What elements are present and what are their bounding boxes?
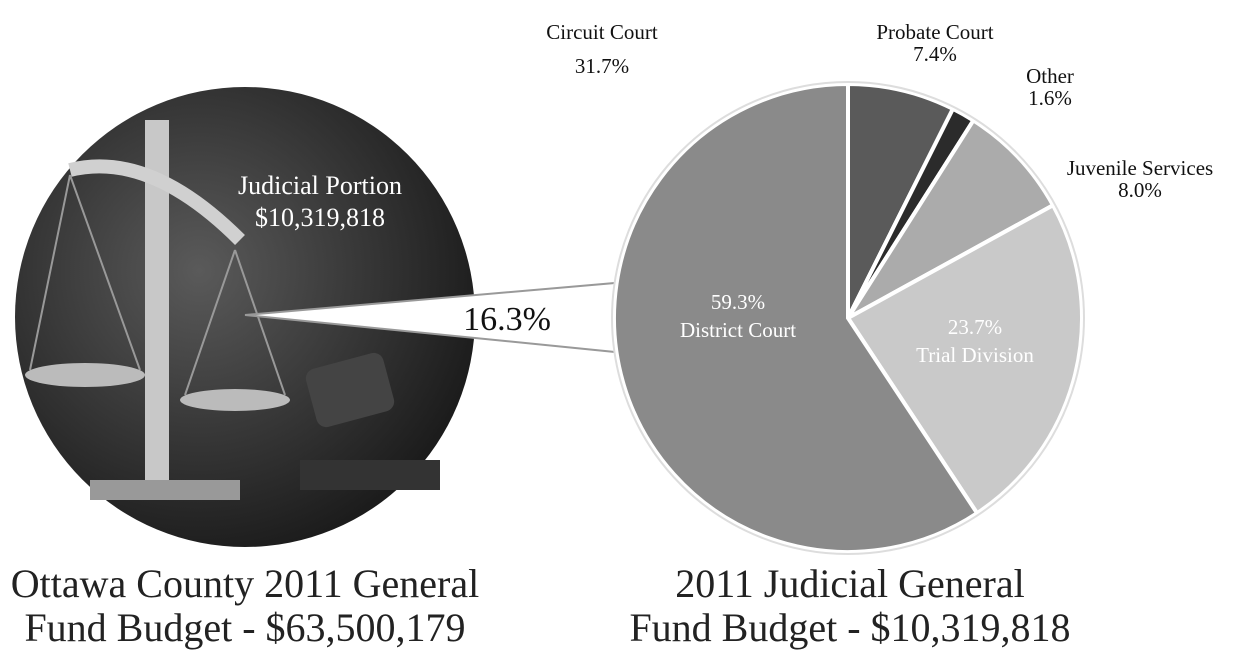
slice-label: Probate Court (876, 20, 993, 44)
slice-value: 59.3% (711, 290, 765, 314)
chart-title: 2011 Judicial General (675, 561, 1025, 606)
slice-label: Juvenile Services (1067, 156, 1213, 180)
annotation: 31.7% (575, 54, 629, 78)
chart-title: Fund Budget - $63,500,179 (24, 605, 465, 650)
pie-slice (846, 117, 1056, 320)
chart-title: Fund Budget - $10,319,818 (629, 605, 1070, 650)
slice-label: Trial Division (916, 343, 1034, 367)
share-label: 16.3% (463, 301, 551, 338)
pie-slice (845, 202, 1084, 516)
slice-label: District Court (680, 318, 796, 342)
scales-photo (15, 87, 475, 547)
chart-title: Ottawa County 2011 General (11, 561, 479, 606)
annotation: Circuit Court (546, 20, 658, 44)
slice-value: 1.6% (1028, 86, 1072, 110)
slice-value: 23.7% (948, 315, 1002, 339)
slice-value: 8.0% (1118, 178, 1162, 202)
annotation: $10,319,818 (255, 203, 385, 232)
pie-slice (846, 81, 956, 319)
slice-label: Other (1026, 64, 1074, 88)
annotation: Judicial Portion (238, 171, 402, 200)
pie-outline (611, 81, 1085, 555)
slice-value: 7.4% (913, 42, 957, 66)
pie-slice (612, 81, 980, 554)
